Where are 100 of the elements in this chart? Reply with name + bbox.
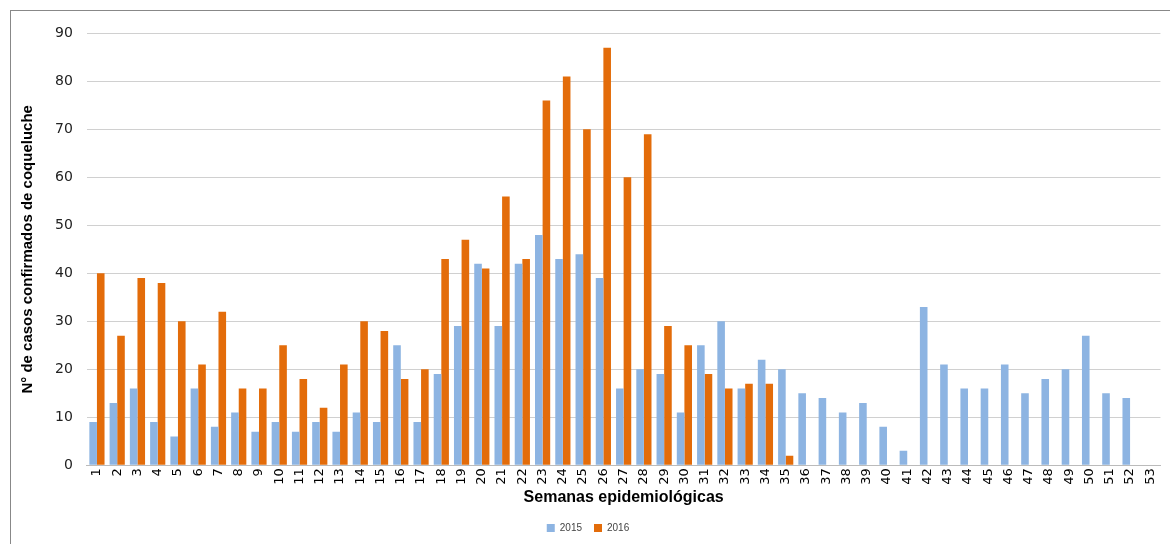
bar <box>198 364 206 465</box>
bar <box>150 422 158 465</box>
y-tick-label: 30 <box>54 311 73 328</box>
bar <box>676 412 685 465</box>
bar <box>643 134 652 465</box>
y-tick-label: 90 <box>54 24 73 41</box>
x-tick-label: 7 <box>209 468 225 477</box>
y-tick-label: 0 <box>63 455 73 472</box>
bar <box>352 412 361 465</box>
x-tick-label: 31 <box>696 468 712 485</box>
bar <box>218 311 227 465</box>
y-tick-label: 20 <box>54 359 73 376</box>
bar <box>684 345 692 465</box>
bar <box>380 330 389 465</box>
x-tick-label: 35 <box>777 468 793 485</box>
bar <box>765 383 774 465</box>
x-tick-label: 47 <box>1020 468 1036 485</box>
bar <box>210 426 219 465</box>
bar <box>340 364 348 465</box>
x-tick-label: 9 <box>250 468 266 477</box>
x-tick-label: 44 <box>959 468 975 485</box>
x-tick-label: 37 <box>817 468 833 485</box>
legend-label: 2015 <box>559 521 583 533</box>
bar <box>177 321 186 465</box>
bar <box>717 321 725 465</box>
x-tick-label: 41 <box>898 468 914 485</box>
x-tick-label: 15 <box>371 468 387 485</box>
bar <box>433 374 442 465</box>
bar <box>393 345 401 465</box>
bar <box>271 422 280 465</box>
x-tick-label: 24 <box>554 468 570 485</box>
bar <box>899 450 908 465</box>
bar <box>461 239 470 465</box>
bar <box>312 422 320 465</box>
y-tick-label: 40 <box>54 263 73 280</box>
bar <box>737 388 746 465</box>
bar <box>502 196 510 465</box>
y-tick-label: 50 <box>54 215 73 232</box>
bar <box>1102 393 1110 465</box>
x-tick-label: 16 <box>392 468 408 485</box>
bar <box>319 407 328 465</box>
bar <box>838 412 847 465</box>
bar <box>494 326 503 465</box>
bar <box>332 431 341 465</box>
bar <box>603 47 611 465</box>
bar <box>474 263 482 465</box>
x-tick-label: 29 <box>655 468 671 485</box>
x-tick-label: 51 <box>1101 468 1117 485</box>
x-tick-label: 27 <box>615 468 631 485</box>
bar <box>453 326 462 465</box>
x-tick-label: 23 <box>533 468 549 485</box>
bar <box>542 100 551 465</box>
x-tick-label: 26 <box>594 468 610 485</box>
x-tick-label: 38 <box>837 468 853 485</box>
bar <box>514 263 523 465</box>
bar <box>859 402 867 465</box>
x-tick-label: 13 <box>331 468 347 485</box>
x-tick-label: 45 <box>979 468 995 485</box>
bar <box>1000 364 1009 465</box>
x-tick-label: 8 <box>230 468 246 477</box>
bar <box>372 422 381 465</box>
x-tick-label: 52 <box>1121 468 1137 485</box>
bar <box>745 383 753 465</box>
x-tick-label: 42 <box>918 468 934 485</box>
bar <box>562 76 571 465</box>
x-tick-label: 39 <box>858 468 874 485</box>
bar <box>1021 393 1029 465</box>
bar <box>798 393 806 465</box>
bar <box>413 422 422 465</box>
bar <box>400 378 409 465</box>
x-tick-label: 3 <box>128 468 144 477</box>
x-tick-label: 20 <box>473 468 489 485</box>
bar <box>231 412 239 465</box>
x-tick-label: 49 <box>1060 468 1076 485</box>
x-tick-label: 6 <box>189 468 205 477</box>
bar <box>157 282 166 465</box>
bar <box>291 431 300 465</box>
bar <box>421 369 429 465</box>
bar <box>137 278 146 465</box>
bar <box>1122 398 1131 465</box>
bar <box>129 388 138 465</box>
bar <box>117 335 125 465</box>
bar <box>980 388 989 465</box>
bar <box>279 345 287 465</box>
bar <box>778 369 786 465</box>
bar <box>96 273 105 465</box>
y-tick-label: 70 <box>54 120 73 137</box>
bar <box>522 258 530 465</box>
x-tick-label: 12 <box>311 468 327 485</box>
x-tick-label: 11 <box>290 468 306 485</box>
bar <box>724 388 733 465</box>
bar <box>109 402 118 465</box>
bar <box>251 431 259 465</box>
y-tick-label: 80 <box>54 72 73 89</box>
bar <box>879 426 887 465</box>
bar <box>785 455 794 465</box>
bar <box>575 254 584 465</box>
bar <box>299 378 308 465</box>
x-tick-label: 4 <box>149 468 165 477</box>
x-tick-label: 46 <box>999 468 1015 485</box>
